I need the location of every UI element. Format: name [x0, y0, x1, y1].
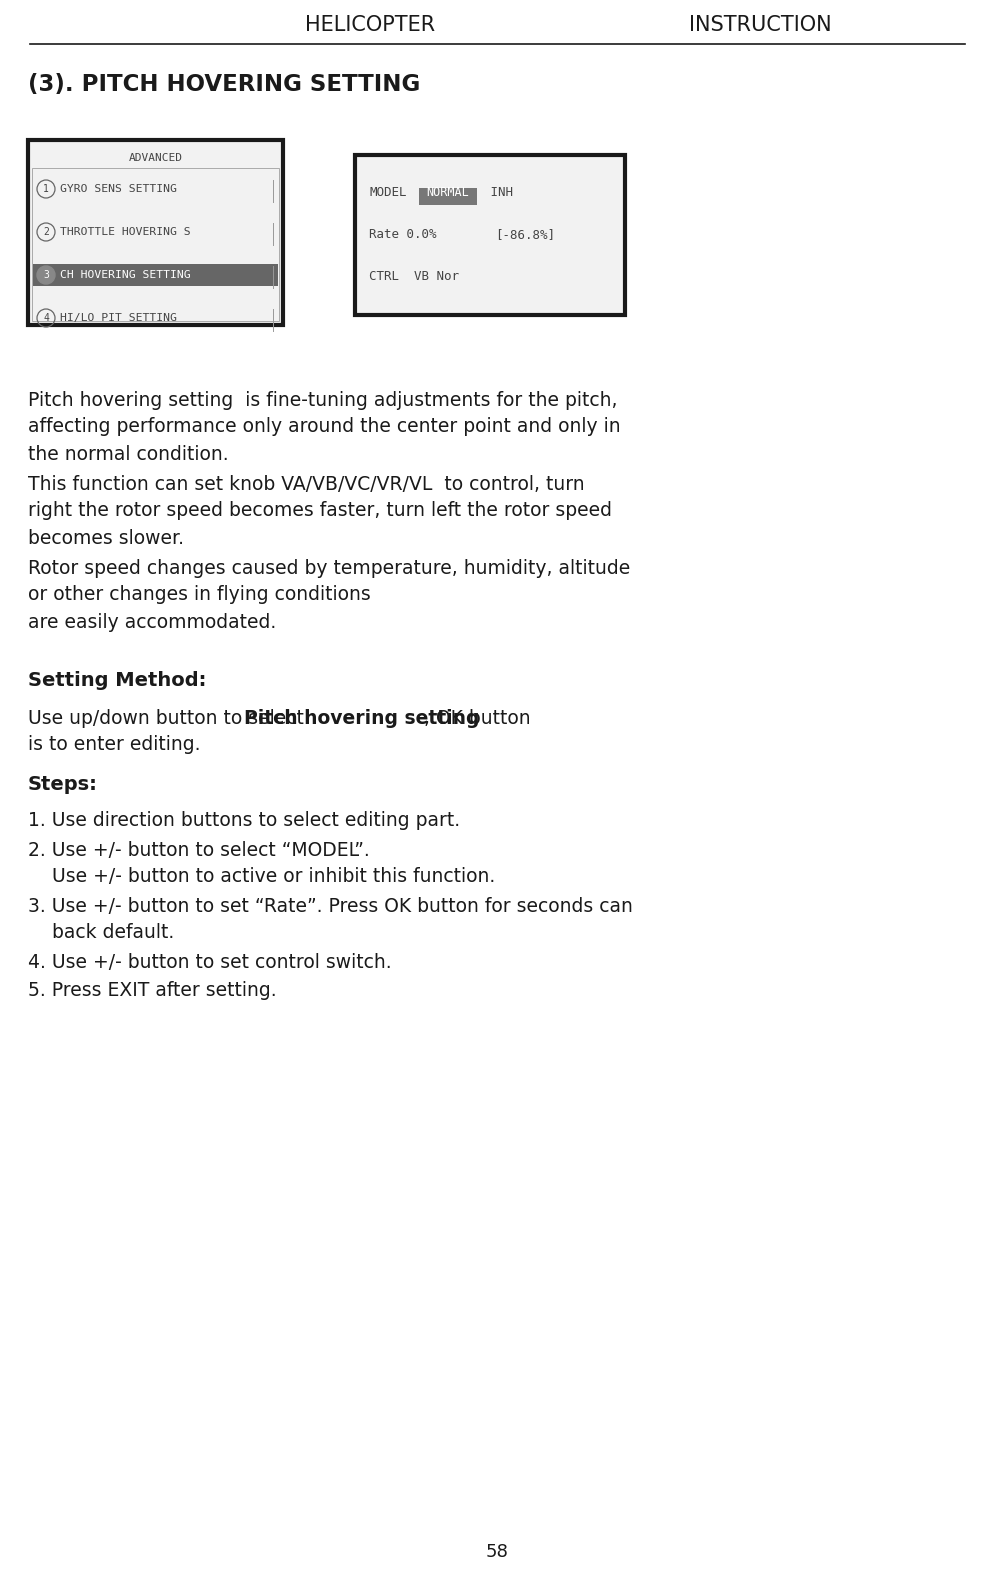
Text: Pitch hovering setting: Pitch hovering setting	[244, 709, 479, 728]
Circle shape	[37, 266, 55, 284]
Text: (3). PITCH HOVERING SETTING: (3). PITCH HOVERING SETTING	[28, 74, 419, 96]
Text: Setting Method:: Setting Method:	[28, 671, 206, 690]
Text: THROTTLE HOVERING S: THROTTLE HOVERING S	[60, 227, 191, 236]
Text: 5. Press EXIT after setting.: 5. Press EXIT after setting.	[28, 981, 276, 1000]
Text: right the rotor speed becomes faster, turn left the rotor speed: right the rotor speed becomes faster, tu…	[28, 501, 611, 520]
Text: is to enter editing.: is to enter editing.	[28, 736, 201, 754]
Text: Pitch hovering setting  is fine-tuning adjustments for the pitch,: Pitch hovering setting is fine-tuning ad…	[28, 391, 617, 410]
Text: This function can set knob VA/VB/VC/VR/VL  to control, turn: This function can set knob VA/VB/VC/VR/V…	[28, 474, 584, 493]
Text: 58: 58	[485, 1544, 508, 1561]
Text: INH: INH	[482, 186, 513, 200]
Text: CTRL  VB Nor: CTRL VB Nor	[369, 271, 458, 284]
Text: 2. Use +/- button to select “MODEL”.: 2. Use +/- button to select “MODEL”.	[28, 841, 370, 860]
Text: ADVANCED: ADVANCED	[128, 153, 182, 162]
Text: 3: 3	[43, 269, 49, 280]
Bar	[28, 140, 282, 324]
Text: Steps:: Steps:	[28, 775, 97, 794]
Text: 1: 1	[43, 184, 49, 194]
Text: MODEL: MODEL	[369, 186, 407, 200]
Bar	[32, 169, 278, 321]
Bar	[355, 154, 624, 315]
Text: INSTRUCTION: INSTRUCTION	[688, 16, 830, 35]
Text: becomes slower.: becomes slower.	[28, 529, 184, 548]
Text: 2: 2	[43, 227, 49, 236]
Text: 4: 4	[43, 313, 49, 323]
Text: HELICOPTER: HELICOPTER	[304, 16, 434, 35]
Text: are easily accommodated.: are easily accommodated.	[28, 613, 276, 632]
Text: 1. Use direction buttons to select editing part.: 1. Use direction buttons to select editi…	[28, 811, 459, 830]
Text: [-86.8%]: [-86.8%]	[494, 228, 555, 241]
Text: affecting performance only around the center point and only in: affecting performance only around the ce…	[28, 417, 620, 436]
Text: Use +/- button to active or inhibit this function.: Use +/- button to active or inhibit this…	[28, 868, 495, 887]
Text: the normal condition.: the normal condition.	[28, 444, 229, 463]
Text: CH HOVERING SETTING: CH HOVERING SETTING	[60, 269, 191, 280]
Bar	[33, 265, 277, 287]
Text: back default.: back default.	[28, 923, 174, 942]
Bar	[418, 187, 476, 205]
Text: 3. Use +/- button to set “Rate”. Press OK button for seconds can: 3. Use +/- button to set “Rate”. Press O…	[28, 896, 632, 915]
Text: HI/LO PIT SETTING: HI/LO PIT SETTING	[60, 313, 177, 323]
Text: , OK button: , OK button	[424, 709, 531, 728]
Text: Rotor speed changes caused by temperature, humidity, altitude: Rotor speed changes caused by temperatur…	[28, 559, 629, 578]
Text: Use up/down button to select: Use up/down button to select	[28, 709, 309, 728]
Text: Rate 0.0%: Rate 0.0%	[369, 228, 436, 241]
Text: or other changes in flying conditions: or other changes in flying conditions	[28, 586, 371, 605]
Text: NORMAL: NORMAL	[426, 186, 469, 200]
Text: GYRO SENS SETTING: GYRO SENS SETTING	[60, 184, 177, 194]
Text: 4. Use +/- button to set control switch.: 4. Use +/- button to set control switch.	[28, 953, 392, 972]
